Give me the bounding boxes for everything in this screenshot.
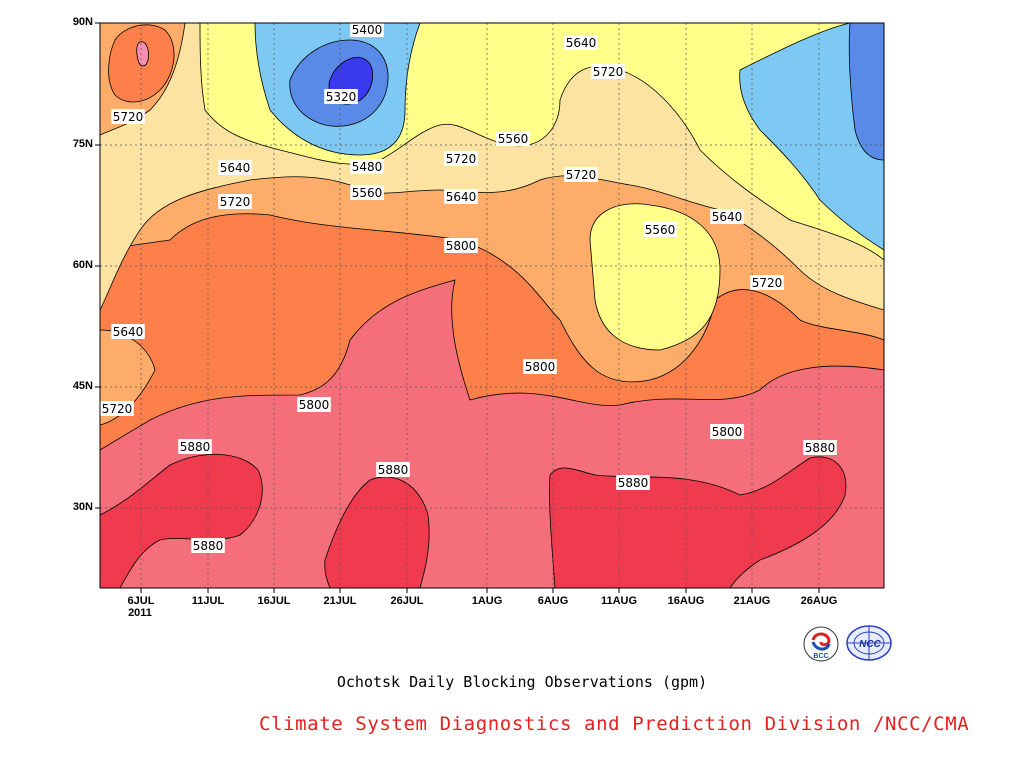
contour-label-bg (324, 89, 358, 104)
contour-label: 5480 (352, 160, 383, 174)
contour-label: 5880 (618, 476, 649, 490)
contour-label: 5720 (113, 110, 144, 124)
x-tick-label: 21JUL (323, 595, 357, 607)
contour-label-bg (376, 462, 410, 477)
contour-label: 5720 (102, 402, 133, 416)
svg-text:BCC: BCC (813, 653, 828, 660)
contour-label-bg (191, 538, 225, 553)
contour-label-bg (750, 275, 784, 290)
credit-line: Climate System Diagnostics and Predictio… (259, 713, 970, 735)
contour-label-bg (350, 185, 384, 200)
contour-label-bg (444, 151, 478, 166)
contour-label-bg (616, 475, 650, 490)
x-tick-label: 11AUG (600, 595, 638, 607)
svg-text:NCC: NCC (859, 639, 881, 650)
contour-label: 5640 (566, 36, 597, 50)
contour-label: 5560 (498, 132, 529, 146)
region-max-spot (136, 41, 149, 67)
contour-label-bg (564, 35, 598, 50)
contour-label-bg (350, 159, 384, 174)
contour-label-bg (218, 160, 252, 175)
contour-label-bg (444, 189, 478, 204)
contour-label: 5560 (645, 223, 676, 237)
contour-label-bg (100, 401, 134, 416)
contour-label: 5720 (566, 168, 597, 182)
region-5320-5400 (289, 23, 884, 161)
contour-label-bg (350, 22, 384, 37)
contour-label-bg (444, 238, 478, 253)
x-tick-label: 16JUL (257, 595, 291, 607)
contour-label-bg (297, 397, 331, 412)
contour-label: 5720 (220, 195, 251, 209)
contour-fields (100, 23, 884, 588)
axis-ticks (95, 22, 820, 593)
x-tick-label: 6AUG (537, 595, 569, 607)
x-axis-year: 2011 (128, 607, 152, 619)
contour-label: 5560 (352, 186, 383, 200)
bcc-logo: BCC (803, 626, 839, 662)
contour-label: 5640 (446, 190, 477, 204)
x-tick-label: 11JUL (191, 595, 225, 607)
contour-label: 5400 (352, 23, 383, 37)
contour-label: 5800 (299, 398, 330, 412)
x-tick-label: 1AUG (471, 595, 503, 607)
y-tick-label: 90N (72, 16, 93, 28)
contour-label-bg (496, 131, 530, 146)
contour-label: 5880 (378, 463, 409, 477)
contour-label: 5880 (180, 440, 211, 454)
y-tick-label: 30N (72, 501, 93, 513)
x-tick-label: 21AUG (733, 595, 771, 607)
region-above-5880-west (100, 453, 263, 588)
chart-title: Ochotsk Daily Blocking Observations (gpm… (336, 673, 708, 691)
contour-label-bg (591, 64, 625, 79)
contour-label: 5720 (593, 65, 624, 79)
ncc-logo: NCC (846, 625, 892, 661)
contour-label: 5880 (805, 441, 836, 455)
contour-label: 5800 (446, 239, 477, 253)
plot-frame (99, 22, 885, 589)
contour-label-bg (710, 424, 744, 439)
contour-label: 5640 (113, 325, 144, 339)
contour-label-bg (643, 222, 677, 237)
y-tick-label: 60N (72, 259, 93, 271)
contour-label-bg (218, 194, 252, 209)
contour-label-bg (803, 440, 837, 455)
contour-label-bg (564, 167, 598, 182)
contour-label: 5320 (326, 90, 357, 104)
y-tick-label: 75N (72, 138, 93, 150)
plot-grid (100, 23, 884, 588)
region-5400-5480 (254, 23, 884, 251)
contour-label-bg (710, 209, 744, 224)
contour-label: 5720 (446, 152, 477, 166)
contour-label: 5640 (220, 161, 251, 175)
contour-label-bg (111, 109, 145, 124)
contour-label-bg (111, 324, 145, 339)
contour-label: 5880 (193, 539, 224, 553)
contour-label: 5800 (525, 360, 556, 374)
region-above-5880-central (324, 476, 430, 588)
x-tick-label: 16AUG (667, 595, 705, 607)
y-tick-label: 45N (72, 380, 93, 392)
contour-label-bg (178, 439, 212, 454)
contour-label: 5800 (712, 425, 743, 439)
contour-labels: 5400 5320 5640 5720 5720 5560 5640 5480 5560 5720… (100, 22, 837, 553)
x-tick-label: 26JUL (390, 595, 424, 607)
x-tick-label: 6JUL (127, 595, 155, 607)
contour-label: 5640 (712, 210, 743, 224)
contour-label-bg (523, 359, 557, 374)
contour-label: 5720 (752, 276, 783, 290)
x-tick-label: 26AUG (800, 595, 838, 607)
